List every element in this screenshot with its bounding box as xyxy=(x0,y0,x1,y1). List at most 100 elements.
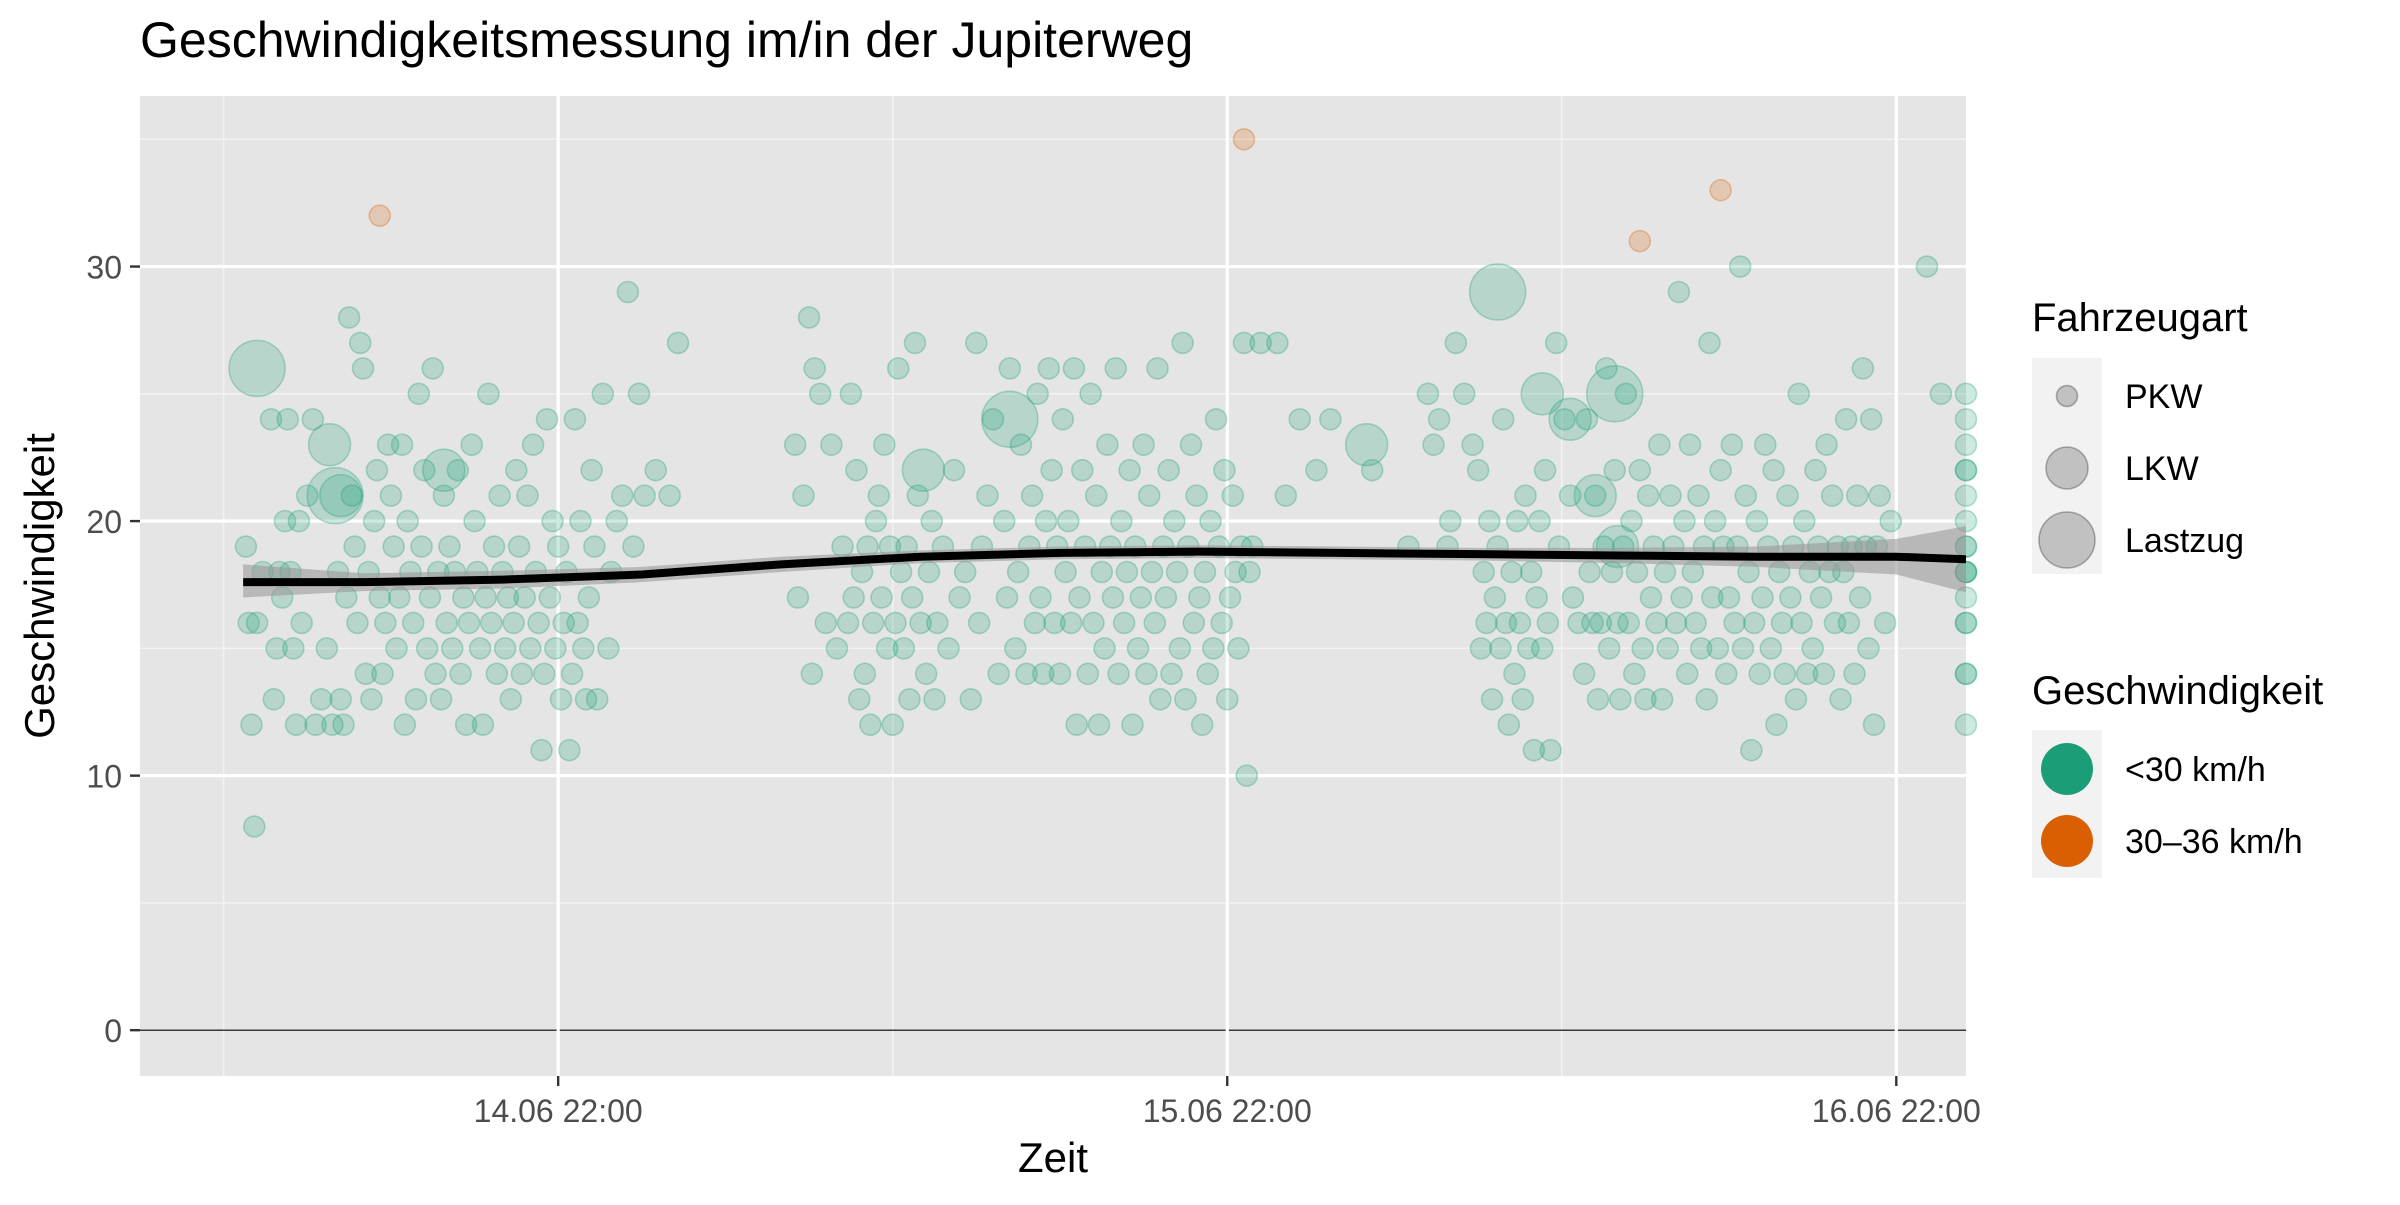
point-pkw xyxy=(903,331,927,355)
point-lkw xyxy=(307,422,352,467)
point-pkw xyxy=(1572,662,1596,686)
point-pkw xyxy=(421,357,445,380)
point-pkw xyxy=(530,738,553,762)
point-pkw xyxy=(1232,331,1256,355)
point-pkw xyxy=(1135,662,1158,686)
legend-size-label: PKW xyxy=(2125,378,2202,416)
point-pkw xyxy=(1709,458,1732,482)
point-pkw xyxy=(920,509,944,533)
point-pkw xyxy=(510,662,534,686)
point-pkw xyxy=(454,713,478,737)
point-pkw xyxy=(965,331,988,355)
point-pkw xyxy=(1514,484,1537,507)
point-pkw xyxy=(1664,611,1688,635)
point-pkw xyxy=(1589,611,1613,635)
point-pkw xyxy=(432,484,456,507)
point-pkw xyxy=(521,433,545,457)
point-pkw xyxy=(574,687,598,711)
point-pkw xyxy=(1009,433,1033,457)
point-pkw xyxy=(1235,764,1259,787)
point-pkw xyxy=(1793,509,1816,533)
point-pkw xyxy=(1004,637,1027,660)
point-pkw xyxy=(1305,458,1328,482)
point-pkw xyxy=(1954,611,1978,635)
point-pkw xyxy=(242,815,266,838)
point-pkw xyxy=(1082,611,1105,635)
point-pkw xyxy=(1634,687,1657,711)
point-pkw xyxy=(610,484,634,507)
point-pkw xyxy=(1132,433,1155,457)
point-pkw xyxy=(1773,662,1797,686)
point-pkw xyxy=(1567,611,1590,635)
point-pkw xyxy=(1505,509,1529,533)
point-pkw xyxy=(390,433,414,457)
point-pkw xyxy=(800,662,824,686)
point-pkw xyxy=(1954,484,1978,507)
point-pkw xyxy=(1636,484,1660,507)
point-lastzug xyxy=(1468,263,1527,321)
point-pkw xyxy=(507,535,531,558)
point-pkw xyxy=(1087,713,1111,737)
point-pkw xyxy=(493,637,517,660)
point-pkw xyxy=(332,713,355,737)
point-pkw xyxy=(803,357,826,380)
data-points xyxy=(228,127,1978,838)
point-pkw xyxy=(488,484,511,507)
point-pkw xyxy=(1578,560,1601,584)
point-pkw xyxy=(605,509,629,533)
point-pkw xyxy=(287,509,311,533)
point-pkw xyxy=(237,611,261,635)
point-pkw xyxy=(1026,382,1049,406)
point-pkw xyxy=(1188,586,1211,609)
point-pkw xyxy=(1759,637,1783,660)
point-pkw xyxy=(1812,662,1836,686)
point-lkw xyxy=(901,448,946,492)
point-pkw xyxy=(396,509,419,533)
point-pkw xyxy=(1720,433,1744,457)
point-pkw xyxy=(786,586,810,609)
point-pkw xyxy=(1787,382,1811,406)
point-pkw xyxy=(953,560,977,584)
point-pkw xyxy=(343,535,366,558)
point-pkw xyxy=(482,535,506,558)
legend-geschwindigkeit: Geschwindigkeit <30 km/h 30–36 km/h xyxy=(2032,669,2323,878)
legend-fahrzeugart: Fahrzeugart PKW LKW Lastzug xyxy=(2032,296,2248,574)
point-pkw xyxy=(365,458,389,482)
point-pkw xyxy=(1193,560,1217,584)
point-pkw xyxy=(301,407,325,431)
point-pkw xyxy=(792,484,815,507)
point-pkw xyxy=(527,611,550,635)
point-pkw xyxy=(1422,433,1445,457)
point-lkw xyxy=(1520,372,1565,416)
point-pkw xyxy=(1051,407,1075,431)
legend-size-keys-bg xyxy=(2032,358,2102,574)
point-pkw xyxy=(1238,560,1261,584)
point-pkw xyxy=(1645,611,1668,635)
y-tick-label: 10 xyxy=(86,759,122,795)
legend-color-key xyxy=(2041,815,2093,867)
point-pkw xyxy=(410,535,433,558)
point-pkw xyxy=(861,611,885,635)
point-lastzug xyxy=(306,466,364,525)
point-pkw xyxy=(909,611,932,635)
point-pkw xyxy=(1221,484,1245,507)
point-pkw xyxy=(1659,484,1682,507)
point-pkw xyxy=(622,535,645,558)
point-pkw xyxy=(1037,357,1061,380)
point-pkw xyxy=(873,433,896,457)
point-pkw xyxy=(1583,484,1607,507)
point-pkw xyxy=(1427,407,1451,431)
point-pkw xyxy=(348,331,372,355)
point-pkw xyxy=(499,687,523,711)
point-pkw xyxy=(1118,458,1141,482)
legend-color-label: <30 km/h xyxy=(2125,751,2266,789)
point-pkw xyxy=(839,382,863,406)
point-pkw xyxy=(429,687,453,711)
point-pkw xyxy=(552,611,576,635)
point-pkw xyxy=(1174,687,1197,711)
point-pkw xyxy=(886,357,910,380)
point-pkw xyxy=(884,611,907,635)
legend-color-title: Geschwindigkeit xyxy=(2032,669,2323,713)
point-pkw xyxy=(1823,611,1847,635)
point-pkw xyxy=(836,611,860,635)
